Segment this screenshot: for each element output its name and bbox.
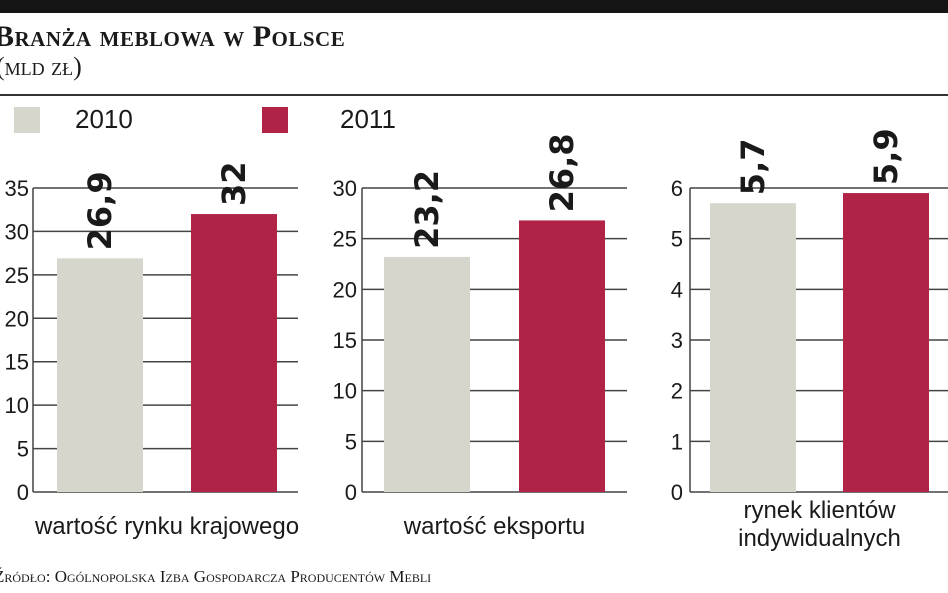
y-tick-label: 1 (671, 429, 683, 454)
bar-2010 (57, 258, 143, 492)
top-bar (0, 0, 948, 13)
y-tick-label: 15 (333, 328, 357, 353)
y-tick-label: 4 (671, 277, 683, 302)
y-tick-label: 30 (333, 176, 357, 201)
legend-swatch-2010 (14, 107, 40, 133)
legend-swatch-2011 (262, 107, 288, 133)
data-label: 23,2 (408, 170, 446, 249)
legend-label-2010: 2010 (75, 104, 133, 134)
source-note: Źródło: Ogólnopolska Izba Gospodarcza Pr… (0, 567, 432, 586)
y-tick-label: 5 (17, 437, 29, 462)
y-tick-label: 3 (671, 328, 683, 353)
y-tick-label: 25 (5, 263, 29, 288)
y-tick-label: 0 (345, 480, 357, 505)
bar-2010 (710, 203, 796, 492)
data-label: 32 (215, 162, 253, 207)
y-tick-label: 20 (333, 277, 357, 302)
bar-2010 (384, 256, 470, 492)
x-axis-label: wartość rynku krajowego (34, 513, 299, 540)
unit-label: (mld zł) (0, 52, 82, 81)
bar-2011 (843, 193, 929, 493)
bar-2011 (191, 214, 277, 493)
chart-title: Branża meblowa w Polsce (0, 20, 346, 53)
data-label: 5,7 (734, 139, 772, 196)
y-tick-label: 10 (5, 393, 29, 418)
header-divider (0, 94, 948, 96)
y-tick-label: 0 (17, 480, 29, 505)
legend-label-2011: 2011 (340, 104, 396, 134)
y-tick-label: 0 (671, 480, 683, 505)
y-tick-label: 10 (333, 379, 357, 404)
y-tick-label: 6 (671, 176, 683, 201)
x-axis-label: wartość eksportu (403, 513, 585, 540)
data-label: 26,8 (543, 133, 581, 212)
y-tick-label: 5 (671, 227, 683, 252)
y-tick-label: 15 (5, 350, 29, 375)
y-tick-label: 25 (333, 227, 357, 252)
y-tick-label: 5 (345, 429, 357, 454)
y-tick-label: 30 (5, 219, 29, 244)
x-axis-label: rynek klientów (743, 497, 896, 524)
data-label: 26,9 (81, 171, 119, 250)
bar-2011 (519, 220, 605, 492)
y-tick-label: 35 (5, 176, 29, 201)
y-tick-label: 20 (5, 306, 29, 331)
data-label: 5,9 (867, 128, 905, 185)
y-tick-label: 2 (671, 379, 683, 404)
x-axis-label: indywidualnych (738, 525, 901, 552)
